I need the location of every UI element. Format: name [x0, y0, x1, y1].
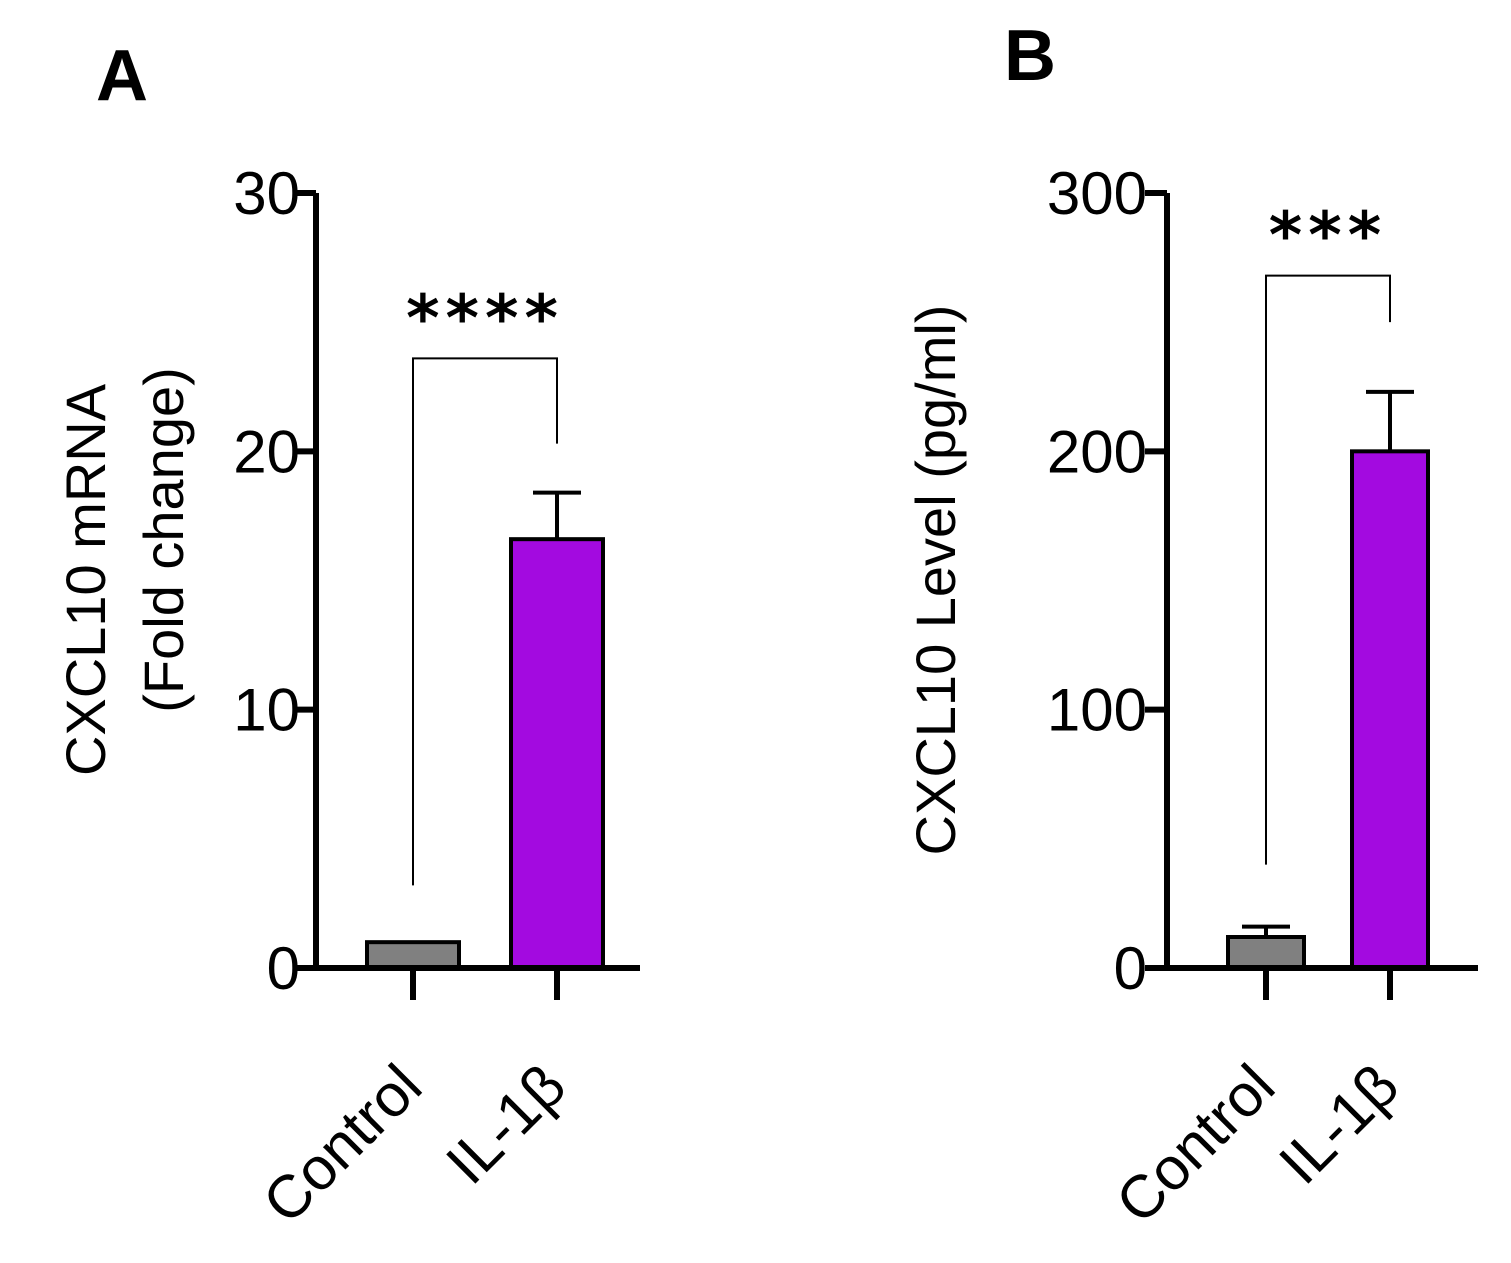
- chart-a: CXCL10 mRNA (Fold change) 0 10 20 30 Control…: [54, 160, 640, 1236]
- chart-a-ytick-label-2: 20: [233, 418, 300, 485]
- chart-b-ytick-label-2: 200: [1047, 418, 1147, 485]
- panel-label-a: A: [96, 36, 148, 116]
- chart-b-ytick-label-0: 0: [1114, 935, 1147, 1002]
- chart-a-ylabel-line2: (Fold change): [132, 367, 195, 713]
- chart-a-bar-0: [365, 940, 461, 971]
- chart-a-significance-label: ****: [406, 282, 564, 356]
- chart-b-significance-label: ***: [1269, 200, 1387, 274]
- chart-a-xtick-label-1: IL-1β: [433, 1052, 578, 1197]
- chart-b-xtick-label-0: Control: [1103, 1052, 1287, 1236]
- panel-label-b: B: [1004, 16, 1056, 96]
- chart-a-ytick-label-3: 30: [233, 160, 300, 227]
- chart-b-bar-1: [1350, 449, 1430, 971]
- chart-a-xtick-label-0: Control: [250, 1052, 434, 1236]
- chart-a-ylabel-line1: CXCL10 mRNA: [54, 383, 117, 776]
- chart-b-significance-bracket: [1265, 274, 1391, 865]
- chart-b-bar-0: [1226, 935, 1306, 970]
- chart-b: CXCL10 Level (pg/ml) 0 100 200 300 ControlIL…: [904, 160, 1478, 1236]
- chart-b-ytick-label-3: 300: [1047, 160, 1147, 227]
- chart-a-bar-1: [509, 537, 605, 971]
- chart-a-ytick-label-1: 10: [233, 677, 300, 744]
- chart-a-ytick-label-0: 0: [267, 935, 300, 1002]
- chart-a-significance-bracket: [412, 357, 558, 886]
- chart-b-ylabel: CXCL10 Level (pg/ml): [904, 305, 967, 856]
- chart-b-xtick-label-1: IL-1β: [1266, 1052, 1411, 1197]
- chart-b-ytick-label-1: 100: [1047, 677, 1147, 744]
